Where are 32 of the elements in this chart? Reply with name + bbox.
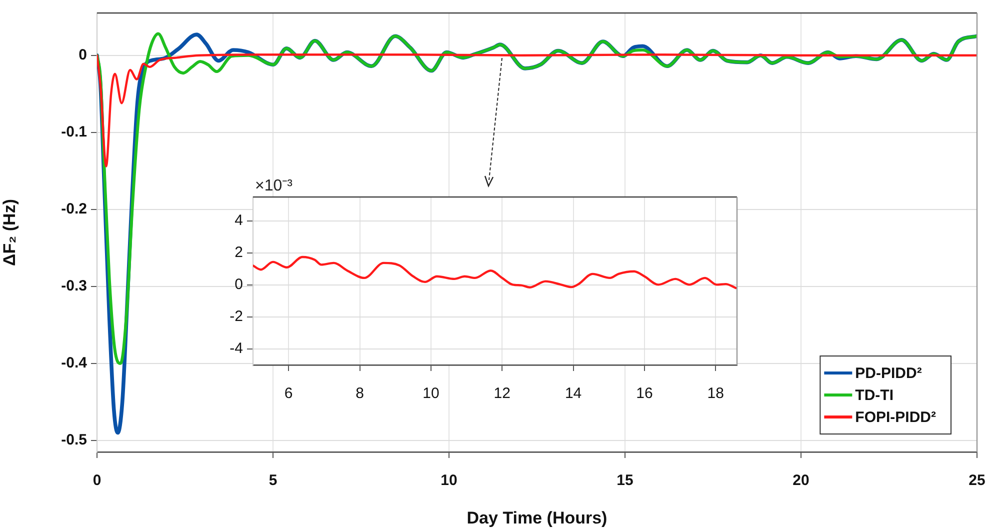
x-tick-label: 0 xyxy=(92,472,102,490)
y-tick-label: -2 xyxy=(230,308,243,326)
y-tick-label: -0.2 xyxy=(61,200,87,218)
y-axis-title: ΔF₂ (Hz) xyxy=(0,199,19,266)
y-tick-label: -0.4 xyxy=(61,354,88,372)
y-tick-label: -4 xyxy=(230,340,243,358)
legend-label: FOPI-PIDD² xyxy=(855,409,936,426)
x-tick-label: 10 xyxy=(422,385,440,402)
x-tick-label: 5 xyxy=(268,472,278,490)
line-series xyxy=(97,53,977,168)
line-series xyxy=(253,256,737,290)
y-tick-label: 2 xyxy=(234,244,243,262)
y-tick-label: 0 xyxy=(234,276,243,294)
legend-label: TD-TI xyxy=(855,387,894,404)
x-axis-title: Day Time (Hours) xyxy=(466,508,608,528)
y-tick-label: -0.5 xyxy=(61,432,87,449)
x-tick-label: 10 xyxy=(440,472,458,490)
annotation: ×10⁻³ xyxy=(255,177,294,194)
y-tick-label: 0 xyxy=(78,46,87,64)
x-tick-label: 8 xyxy=(356,385,364,402)
x-tick-label: 15 xyxy=(616,472,634,490)
x-tick-label: 16 xyxy=(636,385,653,402)
x-tick-label: 20 xyxy=(792,472,810,490)
x-tick-label: 6 xyxy=(284,385,293,402)
x-tick-label: 14 xyxy=(564,385,582,402)
legend-label: PD-PIDD² xyxy=(855,365,922,382)
y-tick-label: -0.1 xyxy=(61,124,87,141)
x-tick-label: 25 xyxy=(968,472,986,490)
x-tick-label: 18 xyxy=(707,385,724,402)
y-tick-label: 4 xyxy=(234,212,243,230)
y-tick-label: -0.3 xyxy=(61,278,87,295)
x-tick-label: 12 xyxy=(494,385,510,402)
